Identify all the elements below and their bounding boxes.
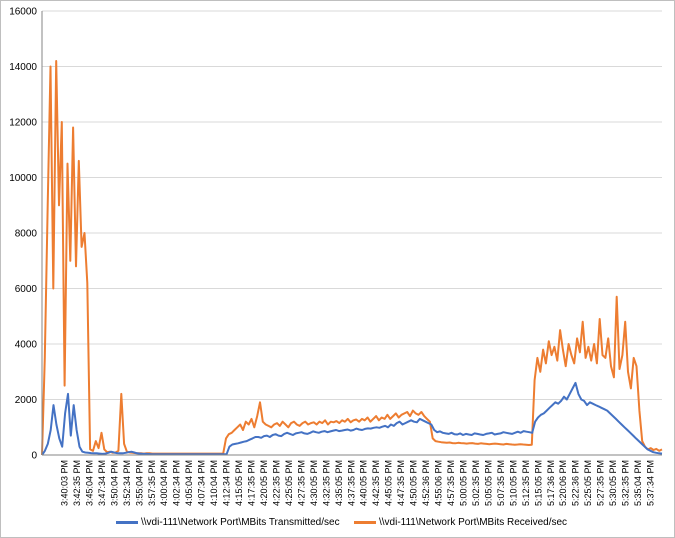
- y-tick-label: 6000: [15, 284, 38, 295]
- x-tick-label: 3:50:04 PM: [109, 460, 119, 506]
- x-tick-label: 5:02:35 PM: [471, 460, 481, 506]
- legend: \\vdi-111\Network Port\MBits Transmitted…: [0, 512, 675, 532]
- x-tick-label: 4:27:35 PM: [296, 460, 306, 506]
- x-tick-label: 4:12:34 PM: [222, 460, 232, 506]
- x-tick-label: 5:37:34 PM: [646, 460, 656, 506]
- y-tick-label: 8000: [15, 229, 38, 240]
- x-tick-label: 5:15:05 PM: [533, 460, 543, 506]
- x-tick-label: 3:57:35 PM: [147, 460, 157, 506]
- x-tick-label: 3:47:34 PM: [97, 460, 107, 506]
- y-axis-tick-labels: 0 2000 4000 6000 8000 10000 12000 14000 16000: [9, 7, 37, 462]
- x-tick-label: 4:57:35 PM: [446, 460, 456, 506]
- x-tick-label: 4:00:04 PM: [159, 460, 169, 506]
- x-tick-label: 5:30:05 PM: [608, 460, 618, 506]
- x-tick-label: 4:32:35 PM: [321, 460, 331, 506]
- x-tick-label: 4:17:35 PM: [247, 460, 257, 506]
- y-tick-label: 14000: [9, 62, 37, 73]
- x-tick-label: 3:52:34 PM: [122, 460, 132, 506]
- x-tick-label: 5:07:35 PM: [496, 460, 506, 506]
- x-tick-label: 4:42:35 PM: [371, 460, 381, 506]
- x-tick-label: 4:37:35 PM: [346, 460, 356, 506]
- x-tick-label: 5:32:35 PM: [621, 460, 631, 506]
- x-tick-label: 4:05:04 PM: [184, 460, 194, 506]
- x-tick-label: 5:05:05 PM: [483, 460, 493, 506]
- x-tick-label: 5:12:35 PM: [521, 460, 531, 506]
- x-tick-label: 5:25:05 PM: [583, 460, 593, 506]
- x-axis-tick-labels: 3:40:03 PM 3:42:35 PM 3:45:04 PM 3:47:34 PM…: [60, 460, 656, 506]
- x-tick-label: 4:40:05 PM: [359, 460, 369, 506]
- legend-label-received: \\vdi-111\Network Port\MBits Received/se…: [379, 516, 568, 528]
- x-tick-label: 5:10:05 PM: [508, 460, 518, 506]
- x-tick-label: 4:47:35 PM: [396, 460, 406, 506]
- legend-swatch-received: [354, 520, 376, 524]
- y-tick-label: 0: [31, 451, 37, 462]
- x-tick-label: 3:40:03 PM: [60, 460, 70, 506]
- x-tick-label: 5:22:36 PM: [571, 460, 581, 506]
- x-tick-label: 4:15:05 PM: [234, 460, 244, 506]
- y-tick-label: 16000: [9, 7, 37, 18]
- y-tick-label: 4000: [15, 340, 38, 351]
- x-tick-label: 5:27:35 PM: [596, 460, 606, 506]
- x-tick-label: 4:52:36 PM: [421, 460, 431, 506]
- x-tick-label: 4:22:35 PM: [271, 460, 281, 506]
- x-tick-label: 4:10:04 PM: [209, 460, 219, 506]
- x-tick-label: 4:45:05 PM: [384, 460, 394, 506]
- x-tick-label: 4:35:05 PM: [334, 460, 344, 506]
- x-tick-label: 3:45:04 PM: [84, 460, 94, 506]
- series-lines: [41, 60, 663, 456]
- x-tick-label: 4:55:06 PM: [434, 460, 444, 506]
- x-tick-label: 4:07:34 PM: [197, 460, 207, 506]
- x-tick-label: 4:20:05 PM: [259, 460, 269, 506]
- series-line-transmitted: [41, 381, 663, 456]
- legend-label-transmitted: \\vdi-111\Network Port\MBits Transmitted…: [141, 516, 340, 528]
- x-tick-label: 3:42:35 PM: [72, 460, 82, 506]
- legend-item-received: \\vdi-111\Network Port\MBits Received/se…: [354, 512, 567, 532]
- x-tick-label: 5:35:04 PM: [633, 460, 643, 506]
- x-tick-label: 5:17:36 PM: [546, 460, 556, 506]
- y-tick-label: 2000: [15, 395, 38, 406]
- legend-item-transmitted: \\vdi-111\Network Port\MBits Transmitted…: [116, 512, 340, 532]
- x-tick-label: 5:00:05 PM: [458, 460, 468, 506]
- legend-swatch-transmitted: [116, 520, 138, 524]
- gridlines: [42, 10, 662, 400]
- x-tick-label: 3:55:04 PM: [134, 460, 144, 506]
- x-tick-label: 4:02:34 PM: [172, 460, 182, 506]
- x-tick-label: 4:25:05 PM: [284, 460, 294, 506]
- y-tick-label: 12000: [9, 118, 37, 129]
- y-tick-label: 10000: [9, 173, 37, 184]
- x-tick-label: 4:30:05 PM: [309, 460, 319, 506]
- x-tick-label: 5:20:06 PM: [558, 460, 568, 506]
- x-tick-label: 4:50:05 PM: [409, 460, 419, 506]
